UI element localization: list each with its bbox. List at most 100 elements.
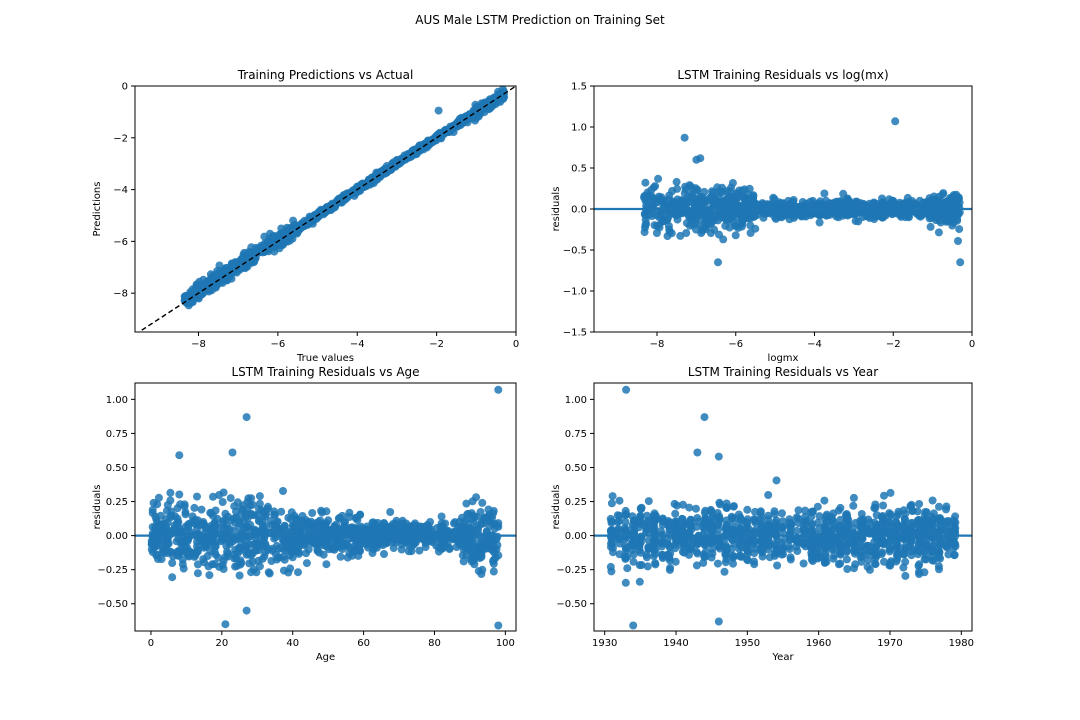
data-point [692, 504, 700, 513]
data-point [294, 568, 302, 577]
data-point [494, 385, 503, 394]
y-tick-label: −4 [113, 185, 128, 196]
data-point [654, 174, 663, 183]
data-point [478, 498, 487, 507]
data-point [184, 522, 193, 531]
data-point [308, 509, 317, 517]
data-point [935, 502, 943, 511]
data-point [699, 558, 708, 567]
x-tick-label: 1970 [877, 638, 902, 649]
x-tick-label: 0 [513, 339, 519, 350]
data-point [286, 515, 295, 524]
data-point [380, 550, 388, 558]
data-point [468, 511, 477, 520]
data-point [901, 557, 910, 566]
data-point [230, 554, 239, 563]
data-point [750, 549, 759, 557]
data-point [398, 516, 407, 525]
data-point [680, 520, 688, 529]
data-point [815, 218, 824, 227]
x-axis-label: Age [316, 652, 335, 663]
data-point [279, 566, 288, 575]
data-point [792, 513, 801, 522]
data-point [147, 540, 156, 549]
data-point [615, 517, 623, 526]
data-point [209, 492, 217, 501]
data-point [621, 578, 630, 587]
data-point [148, 508, 157, 517]
data-point [693, 540, 702, 549]
data-point [680, 189, 689, 198]
data-point [944, 550, 953, 559]
data-point [714, 452, 723, 461]
data-point [722, 546, 730, 555]
data-point [334, 536, 343, 545]
data-point [200, 543, 209, 552]
data-point [686, 182, 695, 191]
y-tick-label: 0.75 [565, 429, 587, 440]
data-point [166, 488, 175, 497]
data-point [864, 556, 873, 565]
data-point [700, 413, 709, 422]
data-point [829, 518, 838, 527]
data-point [934, 228, 943, 237]
data-point [949, 218, 958, 227]
data-point [729, 502, 738, 511]
data-point [857, 557, 866, 566]
data-point [438, 522, 447, 531]
data-point [906, 519, 915, 528]
data-point [464, 110, 473, 119]
data-point [254, 556, 263, 565]
data-point [850, 549, 859, 558]
plot-frame [134, 382, 517, 632]
data-point [955, 225, 964, 234]
data-point [707, 519, 716, 528]
data-point [426, 518, 435, 526]
data-point [649, 183, 658, 192]
data-point [245, 559, 254, 568]
data-point [450, 518, 459, 527]
data-point [763, 209, 772, 217]
data-point [688, 190, 697, 199]
data-point [154, 538, 162, 547]
y-tick-label: −6 [113, 237, 128, 248]
data-point [415, 530, 424, 539]
data-point [250, 546, 259, 555]
data-point [409, 521, 418, 530]
data-point [693, 549, 702, 558]
data-point [942, 517, 951, 526]
data-point [713, 559, 722, 568]
data-point [247, 568, 256, 577]
data-point [380, 536, 388, 545]
data-point [255, 517, 263, 526]
data-point [219, 488, 228, 497]
data-point [183, 549, 192, 558]
data-point [808, 557, 817, 565]
data-point [655, 223, 664, 232]
data-point [157, 555, 166, 564]
data-point [708, 545, 717, 553]
data-point [468, 497, 477, 506]
data-point [456, 540, 465, 549]
data-point [929, 527, 938, 536]
data-point [152, 525, 161, 534]
data-point [193, 560, 202, 569]
data-point [352, 539, 361, 548]
data-point [347, 528, 356, 537]
data-point [368, 549, 377, 557]
data-point [615, 550, 624, 559]
data-point [178, 560, 187, 569]
data-point [786, 520, 795, 529]
data-point [820, 522, 829, 531]
data-point [473, 550, 481, 559]
data-point [892, 522, 901, 531]
data-point [894, 510, 903, 519]
data-point [926, 222, 935, 231]
data-point [764, 201, 773, 210]
data-point [757, 519, 766, 528]
data-point [801, 506, 810, 515]
data-point [356, 522, 365, 531]
data-point [915, 196, 924, 205]
panel-title: LSTM Training Residuals vs Age [231, 365, 419, 379]
data-point [302, 549, 310, 558]
